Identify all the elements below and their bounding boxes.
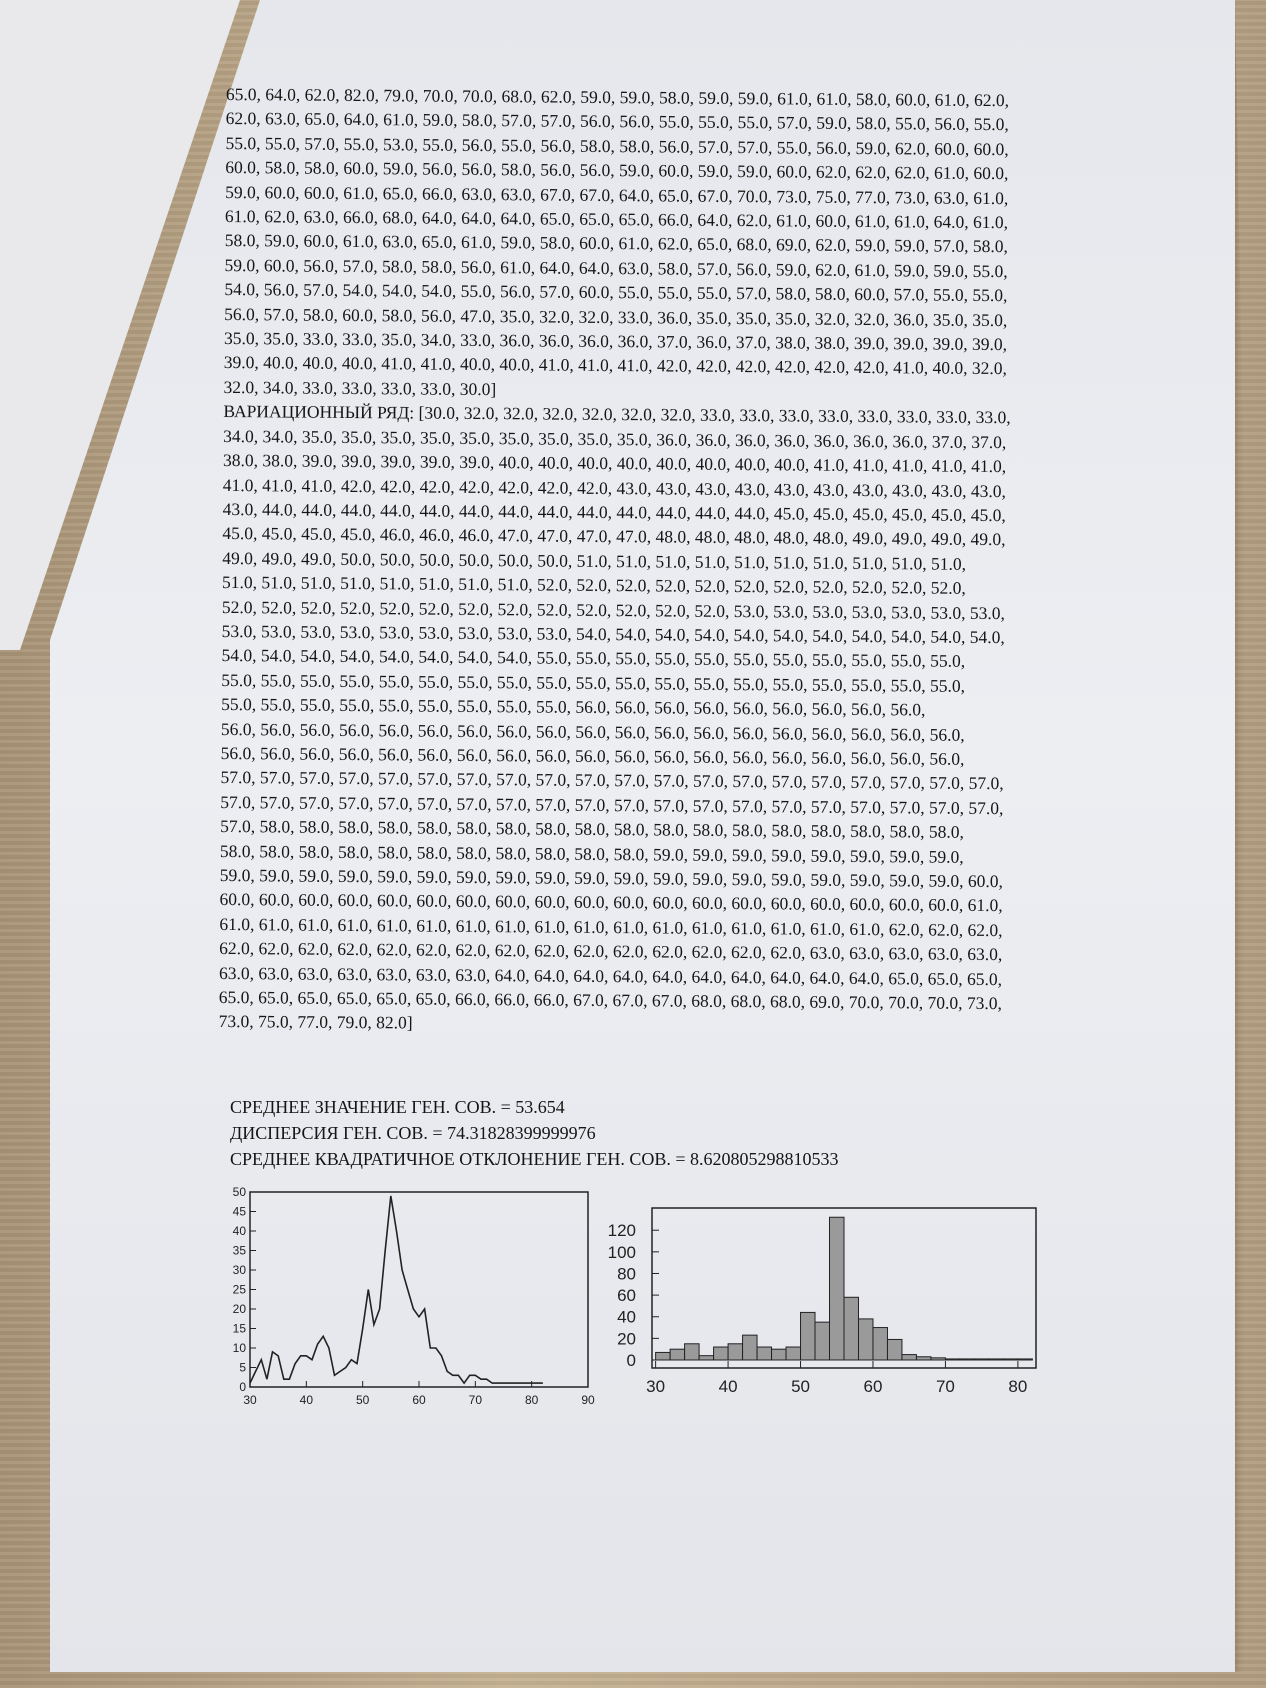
- histogram-bar: [915, 1356, 932, 1361]
- y-tick-label: 45: [233, 1205, 247, 1219]
- y-tick-label: 20: [233, 1302, 247, 1316]
- y-tick-label: 20: [617, 1329, 636, 1348]
- paper-sheet: [50, 0, 1235, 1672]
- histogram-bar: [973, 1358, 990, 1361]
- histogram-bar: [785, 1346, 802, 1361]
- y-tick-label: 35: [233, 1244, 247, 1258]
- y-tick-label: 15: [233, 1322, 247, 1336]
- y-tick-label: 40: [617, 1308, 636, 1327]
- histogram-bar: [857, 1318, 874, 1361]
- histogram-bar: [713, 1346, 729, 1361]
- histogram-bar: [829, 1216, 845, 1361]
- x-tick-label: 70: [936, 1377, 955, 1396]
- histogram-bar: [1017, 1358, 1033, 1361]
- y-tick-label: 60: [617, 1286, 636, 1305]
- x-tick-label: 30: [243, 1393, 257, 1407]
- std-value: СРЕДНЕЕ КВАДРАТИЧНОЕ ОТКЛОНЕНИЕ ГЕН. СОВ…: [230, 1149, 839, 1169]
- data-text-block: 65.0, 64.0, 62.0, 82.0, 79.0, 70.0, 70.0…: [219, 82, 1126, 1041]
- histogram-bar: [698, 1355, 715, 1361]
- histogram-bar: [959, 1358, 975, 1361]
- x-tick-label: 50: [356, 1393, 370, 1407]
- histogram-bar: [655, 1351, 671, 1361]
- histogram-bar: [684, 1343, 700, 1361]
- y-tick-label: 30: [233, 1263, 247, 1277]
- histogram-bar: [669, 1348, 686, 1361]
- histogram-bar: [1002, 1358, 1019, 1361]
- x-tick-label: 50: [791, 1377, 810, 1396]
- x-tick-label: 80: [525, 1393, 539, 1407]
- x-tick-label: 90: [581, 1393, 595, 1407]
- mean-value: СРЕДНЕЕ ЗНАЧЕНИЕ ГЕН. СОВ. = 53.654: [230, 1097, 565, 1117]
- y-tick-label: 5: [239, 1361, 246, 1375]
- histogram-chart: 0 20 40 60 80 100 120 30 40 50 60 70 80: [608, 1207, 1037, 1396]
- plot-frame: [651, 1207, 1037, 1369]
- statistics-block: СРЕДНЕЕ ЗНАЧЕНИЕ ГЕН. СОВ. = 53.654 ДИСП…: [230, 1094, 1130, 1172]
- x-tick-label: 60: [412, 1393, 426, 1407]
- histogram-bar: [988, 1358, 1004, 1361]
- y-tick-label: 0: [239, 1380, 246, 1394]
- histogram-bar: [930, 1357, 946, 1361]
- histogram-bar: [756, 1346, 773, 1361]
- histogram-bar: [742, 1334, 758, 1361]
- variance-value: ДИСПЕРСИЯ ГЕН. СОВ. = 74.31828399999976: [230, 1123, 596, 1143]
- y-tick-label: 0: [627, 1351, 636, 1370]
- y-tick-label: 25: [233, 1283, 247, 1297]
- histogram-bar: [886, 1338, 903, 1361]
- histogram-bar: [843, 1296, 859, 1361]
- histogram-bar: [800, 1311, 816, 1361]
- x-tick-label: 40: [300, 1393, 314, 1407]
- y-tick-label: 40: [233, 1224, 247, 1238]
- y-tick-label: 120: [608, 1221, 636, 1240]
- histogram-bar: [944, 1358, 961, 1361]
- histogram-bar: [771, 1348, 787, 1361]
- frequency-line-chart: 0 5 10 15 20 25 30 35 40 45 50 30 40 50 60 70 80 90: [233, 1185, 595, 1407]
- y-tick-label: 80: [617, 1264, 636, 1283]
- histogram-bar: [814, 1321, 831, 1361]
- x-tick-label: 60: [864, 1377, 883, 1396]
- x-tick-label: 70: [469, 1393, 483, 1407]
- histogram-bar: [727, 1343, 744, 1361]
- series-line: [249, 1195, 543, 1385]
- x-tick-label: 40: [719, 1377, 738, 1396]
- histogram-bar: [872, 1327, 888, 1361]
- y-tick-label: 10: [233, 1341, 247, 1355]
- x-tick-label: 30: [646, 1377, 665, 1396]
- histogram-bar: [901, 1354, 917, 1361]
- y-tick-label: 50: [233, 1185, 247, 1199]
- plot-frame: [249, 1191, 589, 1388]
- y-tick-label: 100: [608, 1243, 636, 1262]
- x-tick-label: 80: [1008, 1377, 1027, 1396]
